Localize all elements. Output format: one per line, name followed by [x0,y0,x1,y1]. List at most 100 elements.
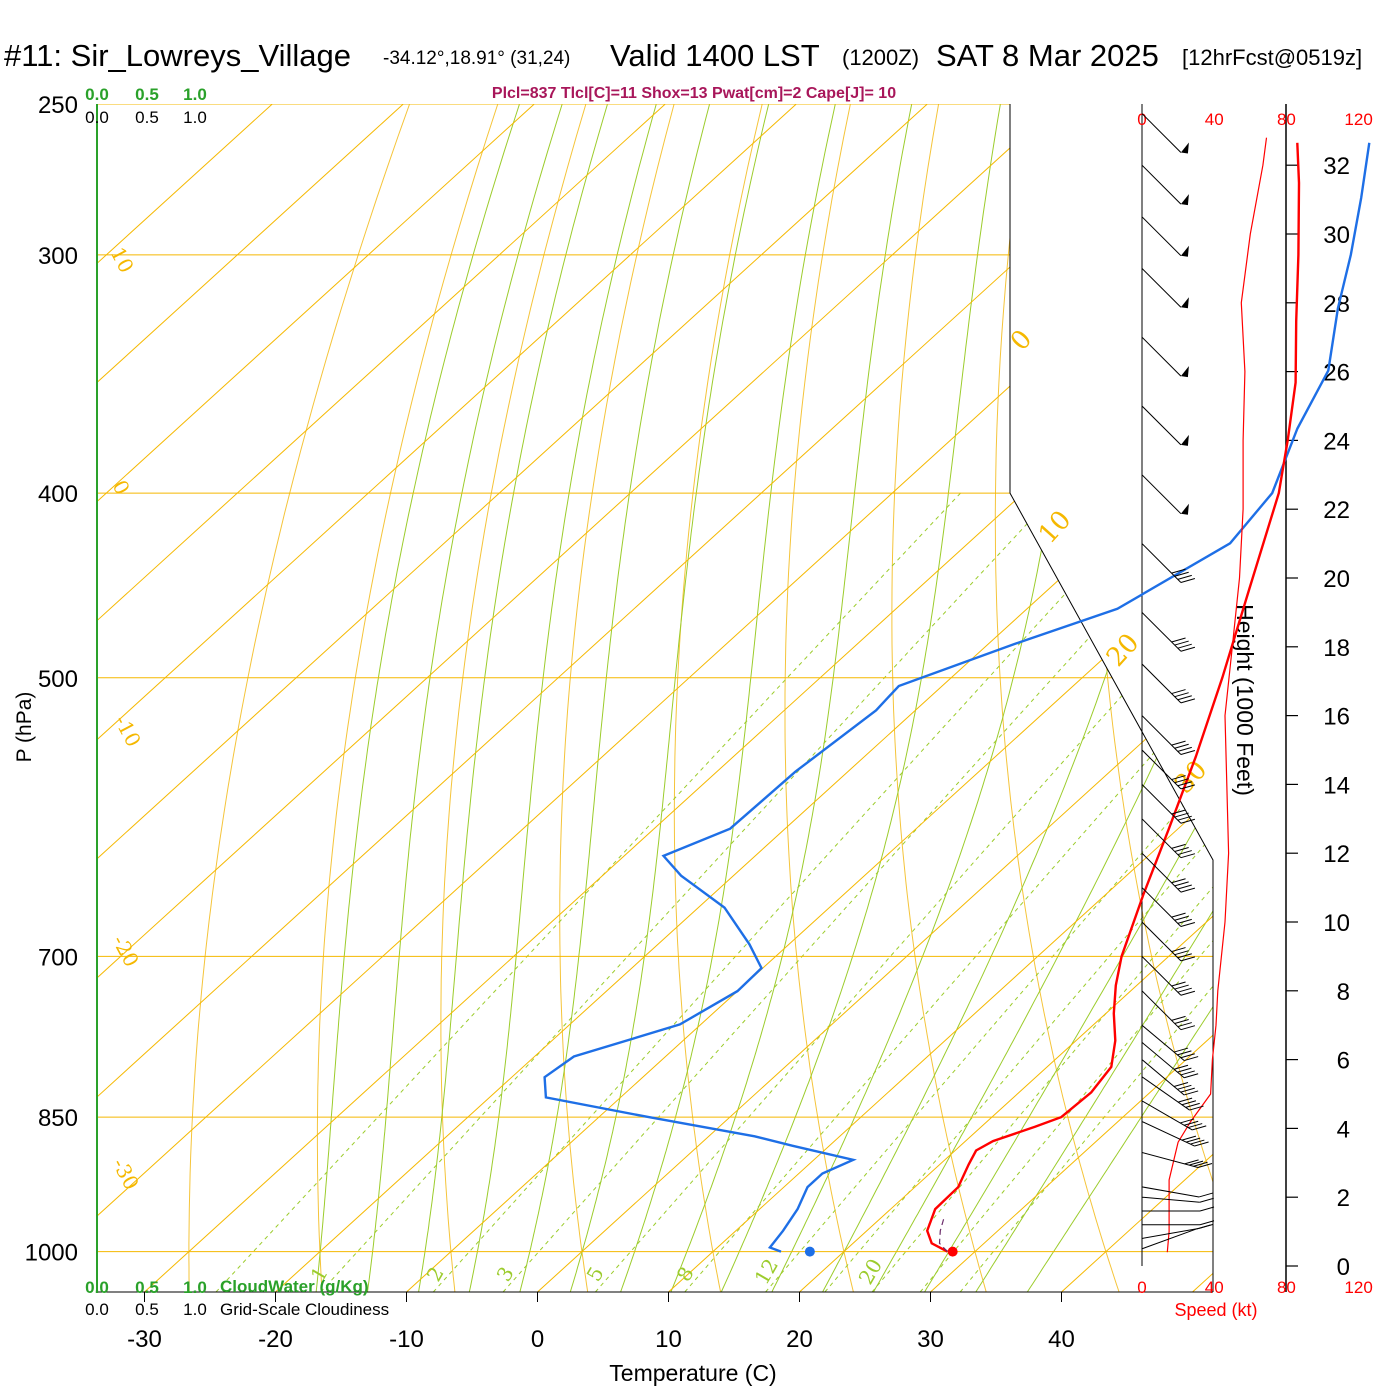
mixing-ratio-line [824,492,1213,1292]
isotherm [1192,104,1213,1292]
height-tick-label: 6 [1337,1048,1350,1075]
x-tick-label: -20 [258,1326,293,1353]
cloud-water-tick-top: 0.5 [135,85,159,104]
surface-temperature-marker [947,1246,958,1257]
wind-barb-feather [1197,1163,1213,1168]
moist-adiabat [873,104,1213,1292]
isotherm [930,104,1213,1292]
wind-barb-feather [1181,1100,1197,1106]
wind-barb-feather [1180,1118,1195,1124]
mixing-ratio-label: 3 [492,1262,519,1285]
wind-barb-staff [1141,1186,1200,1198]
wind-barb-staff [1141,852,1182,893]
wind-barb-staff [1141,474,1182,515]
height-tick-label: 20 [1323,566,1350,593]
wind-barb-pennant [1180,142,1189,154]
mixing-ratio-label: 8 [672,1262,699,1285]
mixing-ratio-line [871,492,1213,1292]
wind-barb-feather [1199,1197,1214,1203]
wind-barb-staff [1141,216,1182,257]
wind-barb-feather [1174,846,1189,852]
wind-barb-feather [1177,746,1192,752]
wind-barb-feather [1180,578,1196,583]
isotherm-label: -30 [108,1154,144,1194]
pressure-label: 1000 [25,1240,78,1267]
wind-barb-staff [1141,1227,1200,1239]
wind-barb-feather [1174,640,1189,646]
height-tick-label: 2 [1337,1185,1350,1212]
wind-barb-staff [1141,818,1182,859]
moist-adiabat [1026,104,1213,1292]
dry-adiabat [188,104,411,1292]
wind-barb-feather [1180,1053,1195,1059]
pressure-label: 700 [38,944,78,971]
moist-adiabat [418,104,608,1292]
wind-barb-feather [1171,568,1186,574]
mixing-ratio-line [502,492,1213,1292]
wind-barb-feather [1194,1141,1209,1147]
moist-adiabat [771,104,1106,1292]
dry-adiabat [1379,104,1400,1292]
wind-barb-feather [1190,1139,1205,1145]
wind-barb-feather [1177,987,1192,993]
speed-tick-label-top: 40 [1205,110,1224,129]
height-tick-label: 14 [1323,772,1350,799]
speed-tick-label-top: 0 [1137,110,1146,129]
speed-tick-label-bottom: 0 [1137,1278,1146,1297]
isotherm [799,104,1213,1292]
moist-adiabat [620,104,836,1292]
moist-adiabat [822,104,1213,1292]
wind-barb-staff [1141,1076,1190,1111]
isotherm [97,104,1190,1292]
isotherm [275,104,1213,1292]
dry-adiabat [994,104,1120,1292]
wind-barb-staff [1141,336,1182,377]
height-tick-label: 10 [1323,910,1350,937]
mixing-ratio-line [215,492,961,1292]
isotherm-label: 10 [106,243,139,277]
isotherm [144,104,1213,1292]
wind-barb-feather [1177,1050,1192,1056]
height-tick-label: 30 [1323,222,1350,249]
plot-frame-right [1009,104,1214,1292]
isotherm-label: 10 [1033,505,1077,550]
mixing-ratio-label: 20 [854,1254,888,1288]
pressure-label: 300 [38,243,78,270]
stability-indices: Plcl=837 Tlcl[C]=11 Shox=13 Pwat[cm]=2 C… [492,85,896,102]
cloudiness-tick-bottom: 0.0 [85,1300,109,1319]
cloud-water-tick-bottom: 1.0 [183,1278,207,1297]
speed-axis-title: Speed (kt) [1174,1300,1257,1320]
wind-barb-feather [1171,637,1186,643]
wind-barb-staff [1141,1042,1185,1079]
moist-adiabat [670,104,913,1292]
wind-barb-feather [1180,1025,1196,1031]
wind-barb-feather [1174,881,1189,887]
isotherm-label: 0 [108,476,135,499]
wind-barbs [1141,113,1215,1250]
wind-barb-feather [1171,981,1186,987]
valid-date: SAT 8 Mar 2025 [936,38,1159,73]
wind-barb-feather [1177,1022,1192,1028]
wind-barb-feather [1189,1105,1204,1111]
wind-barb-feather [1180,818,1196,824]
height-tick-label: 18 [1323,635,1350,662]
dry-adiabat [440,104,587,1292]
x-tick-label: 20 [786,1326,813,1353]
height-tick-label: 16 [1323,704,1350,731]
wind-barb-staff [1141,784,1182,824]
mixing-ratio-line [919,492,1213,1292]
height-tick-label: 4 [1337,1116,1350,1143]
cloudiness-tick-bottom: 1.0 [183,1300,207,1319]
dry-adiabat [316,104,499,1292]
cloudiness-tick-top: 1.0 [183,108,207,127]
pressure-label: 400 [38,481,78,508]
wind-barb-feather [1171,912,1186,918]
mixing-ratio-line [320,492,1056,1292]
station-coords: -34.12°,18.91° (31,24) [383,48,571,69]
wind-barb-pennant [1180,194,1189,206]
wind-barb-feather [1177,781,1192,787]
speed-tick-label-top: 80 [1277,110,1296,129]
wind-barb-feather [1180,784,1196,790]
wind-barb-staff [1141,887,1182,927]
